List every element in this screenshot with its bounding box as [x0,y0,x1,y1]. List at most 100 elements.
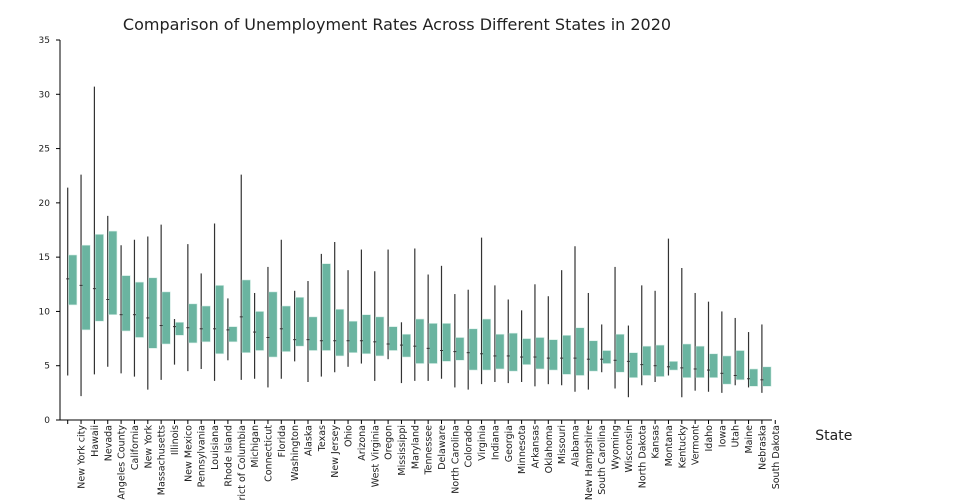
box-minnesota [506,299,518,384]
box-south-carolina [586,292,598,390]
box-ohio [333,241,345,373]
y-tick-label: 10 [39,307,51,317]
box-maine [733,317,745,386]
box-rhode-island [213,223,225,381]
iqr-box [361,314,371,355]
iqr-box [388,326,398,351]
iqr-box [281,305,291,352]
box-nebraska [747,332,759,388]
box-hawaii [79,174,91,397]
y-tick-label: 5 [44,362,50,372]
box-tennessee [413,248,425,381]
iqr-box [682,343,692,378]
x-tick-label: Arizona [357,425,368,461]
chart-title: Comparison of Unemployment Rates Across … [123,15,671,34]
box-idaho [693,292,705,391]
box-georgia [493,285,505,382]
box-west-virginia [359,249,371,364]
iqr-box [308,316,318,351]
box-indiana [480,237,492,385]
x-tick-label: Minnesota [517,425,528,474]
iqr-box [508,332,518,372]
x-tick-label: Kansas [651,425,662,459]
x-tick-label: Rhode Island [223,425,234,487]
box-pennsylvania [186,244,198,372]
iqr-box [522,338,532,365]
iqr-box [81,244,91,331]
iqr-box [708,353,718,378]
x-tick-label: Texas [317,425,328,452]
x-tick-label: North Dakota [637,425,648,488]
y-tick-label: 0 [44,416,50,426]
box-connecticut [253,292,265,379]
x-tick-label: Illinois [170,425,181,455]
iqr-box [441,323,451,362]
box-arizona [346,270,358,367]
iqr-box [175,321,185,336]
x-tick-label: Delaware [437,425,448,470]
x-tick-label: New Hampshire [584,425,595,500]
box-new-hampshire [573,246,585,392]
box-new-mexico [173,319,185,365]
x-tick-label: Pennsylvania [197,425,208,487]
iqr-box [642,345,652,376]
box-florida [266,266,278,388]
y-tick-label: 35 [39,36,50,46]
iqr-box [228,326,238,343]
x-tick-label: Wisconsin [624,425,635,472]
box-washington [279,239,291,379]
box-new-york [132,239,144,377]
iqr-box [495,333,505,370]
x-tick-label: Alaska [304,425,315,456]
box-new-jersey [319,253,331,377]
y-tick-label: 15 [39,253,50,263]
x-tick-label: Missouri [557,425,568,464]
box-missouri [546,296,558,385]
x-tick-label: Connecticut [263,425,274,482]
iqr-box [295,297,305,347]
x-tick-label: Maine [744,425,755,454]
box-mississippi [386,249,398,360]
box-south-dakota [760,324,772,393]
iqr-box [255,311,265,351]
box-montana [653,290,665,382]
iqr-box [415,318,425,364]
x-tick-label: Colorado [464,425,475,468]
x-tick-label: North Carolina [450,425,461,494]
box-wisconsin [613,266,625,389]
iqr-box [762,366,772,387]
x-tick-label: West Virginia [370,425,381,487]
iqr-box [655,344,665,377]
iqr-box [335,308,345,357]
y-axis-ticks: 0 5 10 15 20 25 30 35 [39,36,60,426]
box-wyoming [600,324,612,373]
box-vermont [680,268,692,398]
iqr-box [588,340,598,372]
x-tick-label: Georgia [504,425,515,462]
iqr-box [468,328,478,371]
box-illinois [159,224,171,380]
iqr-box [428,323,438,364]
box-louisiana [199,273,211,369]
box-maryland [399,322,411,384]
x-tick-label: Oregon [384,425,395,460]
x-tick-label: Montana [664,425,675,466]
iqr-box [722,355,732,385]
iqr-box [268,291,278,358]
x-tick-label: New York city [77,425,88,489]
iqr-box [695,345,705,378]
x-tick-label: Oklahoma [544,425,555,473]
box-massachusetts [146,236,158,390]
x-tick-label: Kentucky [677,425,688,469]
x-tick-label: Vermont [691,425,702,465]
x-tick-label: Hawaii [90,425,101,457]
x-tick-label: New York [143,425,154,469]
iqr-box [615,333,625,373]
plot-area [66,86,772,398]
x-tick-label: South Dakota [771,425,782,489]
x-tick-label: Arkansas [530,425,541,468]
x-tick-label: Maryland [410,425,421,469]
box-alaska [293,290,305,362]
y-tick-label: 25 [39,145,50,155]
box-north-carolina [440,265,451,379]
